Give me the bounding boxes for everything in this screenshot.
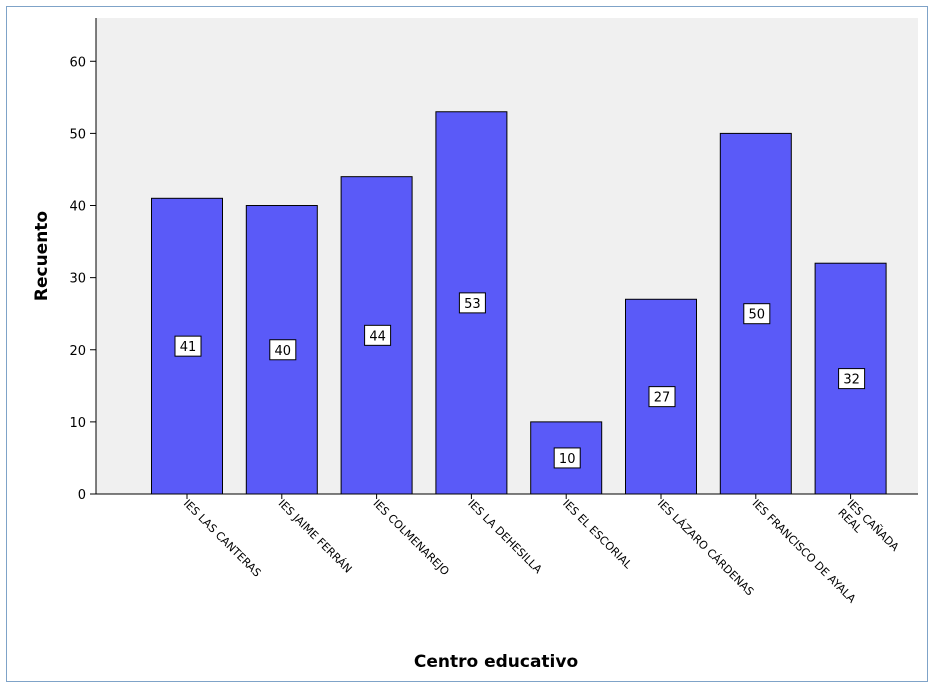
y-tick-label: 30 <box>69 272 86 287</box>
data-label-box <box>364 324 392 346</box>
data-label: 53 <box>464 297 481 312</box>
y-tick-label: 60 <box>69 55 86 70</box>
x-tick-label: IES CAÑADAREAL <box>835 497 901 563</box>
y-tick-label: 10 <box>69 416 86 431</box>
data-label-box <box>269 339 297 361</box>
data-label-box <box>743 303 771 325</box>
data-label: 32 <box>843 373 860 388</box>
category-labels: IES LAS CANTERAS IES JAIME FERRÁN IES COLM… <box>181 497 902 606</box>
y-tick-label: 40 <box>69 200 86 215</box>
y-axis-title: Recuento <box>32 211 52 301</box>
data-label: 41 <box>180 340 197 355</box>
x-axis-title: Centro educativo <box>414 652 578 672</box>
y-tick-label: 50 <box>69 127 86 142</box>
x-tick-label: IES EL ESCORIAL <box>560 497 635 572</box>
x-tick-label: IES COLMENAREJO <box>370 497 451 578</box>
x-tick-label: IES LAS CANTERAS <box>181 497 264 580</box>
data-label: 27 <box>654 391 671 406</box>
data-label-box <box>458 292 486 314</box>
x-axis <box>96 493 918 499</box>
data-label: 50 <box>749 308 766 323</box>
data-label-box <box>648 386 676 408</box>
data-label: 40 <box>275 344 292 359</box>
x-tick-label: IES LÁZARO CÁRDENAS <box>655 497 756 598</box>
data-label-box <box>838 368 866 390</box>
y-tick-label: 0 <box>78 488 86 503</box>
data-label: 44 <box>369 329 386 344</box>
y-axis: 0 10 20 30 40 50 60 <box>69 18 97 503</box>
data-label: 10 <box>559 452 576 467</box>
data-label-box <box>553 447 581 469</box>
y-tick-label: 20 <box>69 344 86 359</box>
x-tick-label: IES LA DEHESILLA <box>465 497 545 577</box>
x-tick-label: IES JAIME FERRÁN <box>276 497 355 576</box>
data-labels: 41 40 44 53 10 27 50 32 <box>174 292 866 469</box>
data-label-box <box>174 335 202 357</box>
